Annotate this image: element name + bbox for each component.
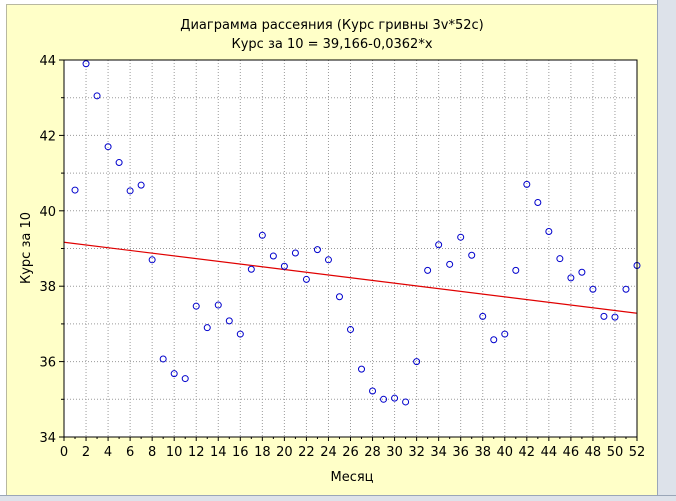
x-tick-label: 42: [519, 445, 536, 460]
x-tick-label: 26: [342, 445, 359, 460]
data-point: [324, 256, 332, 264]
x-tick-label: 0: [60, 445, 68, 460]
data-point: [358, 365, 366, 373]
data-point: [479, 312, 487, 320]
y-tick-label: 38: [39, 280, 56, 295]
y-tick-label: 44: [39, 54, 56, 69]
data-point: [369, 387, 377, 395]
data-point: [578, 268, 586, 276]
x-tick-label: 46: [563, 445, 580, 460]
data-point: [115, 159, 123, 167]
x-tick-label: 8: [148, 445, 156, 460]
x-tick-label: 52: [629, 445, 646, 460]
data-point: [269, 252, 277, 260]
x-tick-label: 24: [320, 445, 337, 460]
data-point: [567, 274, 575, 282]
data-point: [181, 375, 189, 383]
x-tick-label: 12: [188, 445, 205, 460]
data-point: [335, 293, 343, 301]
data-point: [534, 199, 542, 207]
vertical-scrollbar[interactable]: [657, 0, 676, 501]
data-point: [545, 228, 553, 236]
y-axis-ticks: 34 36 38 40 42 44: [39, 54, 64, 446]
data-point: [490, 336, 498, 344]
data-point: [523, 180, 531, 188]
x-tick-label: 48: [585, 445, 602, 460]
plot-area: [64, 60, 637, 437]
data-point: [468, 251, 476, 259]
x-tick-label: 10: [166, 445, 183, 460]
y-tick-label: 34: [39, 431, 56, 446]
x-axis-ticks: 0 2 4 6 8 10 12 14 16 18 20 22 24 26 28 30 32 34 36 38 40 42 4…: [60, 437, 645, 460]
x-tick-label: 44: [541, 445, 558, 460]
x-tick-label: 18: [254, 445, 271, 460]
data-point: [457, 233, 465, 241]
x-tick-label: 6: [126, 445, 134, 460]
x-tick-label: 28: [364, 445, 381, 460]
x-tick-label: 34: [430, 445, 447, 460]
data-point: [148, 256, 156, 264]
data-point: [435, 241, 443, 249]
x-tick-label: 32: [408, 445, 425, 460]
data-point: [600, 312, 608, 320]
y-tick-label: 36: [39, 356, 56, 371]
data-point: [302, 275, 310, 283]
data-point: [258, 231, 266, 239]
data-point: [170, 370, 178, 378]
data-point: [159, 355, 167, 363]
y-tick-label: 42: [39, 129, 56, 144]
data-point: [192, 302, 200, 310]
x-tick-label: 36: [452, 445, 469, 460]
data-point: [347, 326, 354, 334]
data-points: [71, 60, 641, 406]
data-point: [104, 143, 112, 151]
regression-line-group: [63, 241, 638, 314]
data-point: [291, 249, 299, 257]
y-tick-label: 40: [39, 205, 56, 220]
data-point: [71, 186, 79, 194]
x-tick-label: 20: [276, 445, 293, 460]
x-tick-label: 30: [386, 445, 403, 460]
data-point: [402, 398, 410, 406]
x-tick-label: 16: [232, 445, 249, 460]
chart-title: Диаграмма рассеяния (Курс гривны 3v*52c): [180, 18, 483, 33]
x-axis-label: Месяц: [330, 470, 373, 485]
data-point: [622, 285, 630, 293]
data-point: [280, 262, 288, 270]
data-point: [126, 187, 134, 195]
data-point: [556, 255, 564, 263]
data-point: [512, 266, 520, 274]
x-tick-label: 4: [104, 445, 112, 460]
data-point: [391, 394, 399, 402]
data-point: [501, 330, 509, 338]
x-tick-label: 38: [474, 445, 491, 460]
x-tick-label: 22: [298, 445, 315, 460]
x-tick-label: 50: [607, 445, 624, 460]
data-point: [93, 92, 101, 100]
data-point: [225, 317, 233, 325]
y-axis-label: Курс за 10: [19, 212, 34, 284]
chart-subtitle: Курс за 10 = 39,166-0,0362*x: [231, 37, 432, 52]
data-point: [236, 330, 244, 338]
regression-line: [63, 241, 638, 314]
x-tick-label: 14: [210, 445, 227, 460]
data-point: [424, 266, 432, 274]
x-tick-label: 2: [82, 445, 90, 460]
x-tick-label: 40: [496, 445, 513, 460]
grid-lines: [64, 60, 637, 437]
data-point: [611, 313, 619, 321]
data-point: [589, 285, 597, 293]
data-point: [137, 181, 145, 189]
data-point: [203, 324, 211, 332]
horizontal-scrollbar[interactable]: [0, 495, 676, 501]
data-point: [82, 60, 90, 68]
data-point: [446, 260, 454, 268]
data-point: [413, 358, 421, 366]
data-point: [214, 301, 222, 309]
data-point: [313, 246, 321, 254]
data-point: [380, 395, 388, 403]
data-point: [247, 265, 255, 273]
